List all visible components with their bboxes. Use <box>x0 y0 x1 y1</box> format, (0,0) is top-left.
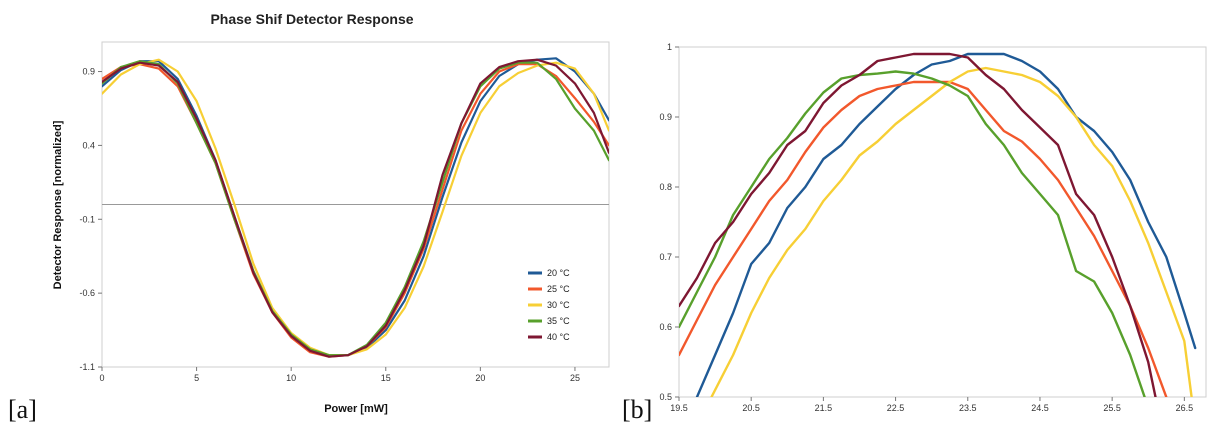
chart-b-ytick-label: 0.7 <box>659 252 672 262</box>
chart-a-title: Phase Shif Detector Response <box>210 11 413 27</box>
chart-b-xtick-label: 22.5 <box>887 403 905 413</box>
chart-b-ytick-label: 0.8 <box>659 182 672 192</box>
chart-b-xtick-label: 26.5 <box>1176 403 1194 413</box>
chart-b-ytick-label: 0.6 <box>659 322 672 332</box>
chart-a-series-40-c <box>102 58 609 358</box>
chart-b-ytick-label: 0.5 <box>659 392 672 402</box>
legend-label-35-c: 35 °C <box>547 316 570 326</box>
chart-b-ytick-label: 0.9 <box>659 112 672 122</box>
chart-b-xtick-label: 21.5 <box>815 403 833 413</box>
chart-a-xtick-label: 10 <box>286 373 296 383</box>
panel-label-a: [a] <box>8 395 37 424</box>
chart-a-ytick-label: -0.6 <box>79 288 95 298</box>
chart-a-xtick-label: 5 <box>194 373 199 383</box>
legend-label-30-c: 30 °C <box>547 300 570 310</box>
chart-b-series-35-c <box>679 70 1146 397</box>
chart-a-legend: 20 °C 25 °C 30 °C 35 °C 40 °C <box>528 268 570 342</box>
legend-label-20-c: 20 °C <box>547 268 570 278</box>
chart-b-plot-area <box>678 46 1207 398</box>
chart-b-series-20-c <box>695 52 1197 397</box>
chart-a-ytick-label: -0.1 <box>79 214 95 224</box>
chart-b-xtick-label: 19.5 <box>670 403 688 413</box>
panel-label-b: [b] <box>622 395 652 424</box>
chart-a: Phase Shif Detector Response 0 5 10 15 20 25 -… <box>8 11 610 424</box>
chart-b-xtick-label: 23.5 <box>959 403 977 413</box>
chart-a-xtick-label: 25 <box>570 373 580 383</box>
chart-b-series-25-c <box>679 80 1168 397</box>
chart-b-xtick-label: 25.5 <box>1103 403 1121 413</box>
chart-b-series-40-c <box>679 52 1157 397</box>
chart-b: 19.5 20.5 21.5 22.5 23.5 24.5 25.5 26.5 0.5 0.6 0.… <box>622 42 1207 424</box>
chart-b-ytick-label: 1 <box>667 42 672 52</box>
chart-a-xtick-label: 0 <box>99 373 104 383</box>
chart-a-ytick-label: -1.1 <box>79 362 95 372</box>
chart-a-ytick-label: 0.9 <box>82 67 95 77</box>
legend-label-40-c: 40 °C <box>547 332 570 342</box>
chart-a-xlabel: Power [mW] <box>324 403 388 415</box>
chart-b-xtick-label: 24.5 <box>1031 403 1049 413</box>
chart-b-xtick-label: 20.5 <box>742 403 760 413</box>
chart-a-ytick-label: 0.4 <box>82 140 95 150</box>
chart-a-xtick-label: 20 <box>475 373 485 383</box>
chart-a-ylabel: Detector Response [normalized] <box>52 120 64 289</box>
legend-label-25-c: 25 °C <box>547 284 570 294</box>
chart-a-xtick-label: 15 <box>381 373 391 383</box>
chart-b-series-30-c <box>710 66 1193 397</box>
chart-a-series-30-c <box>102 58 609 357</box>
